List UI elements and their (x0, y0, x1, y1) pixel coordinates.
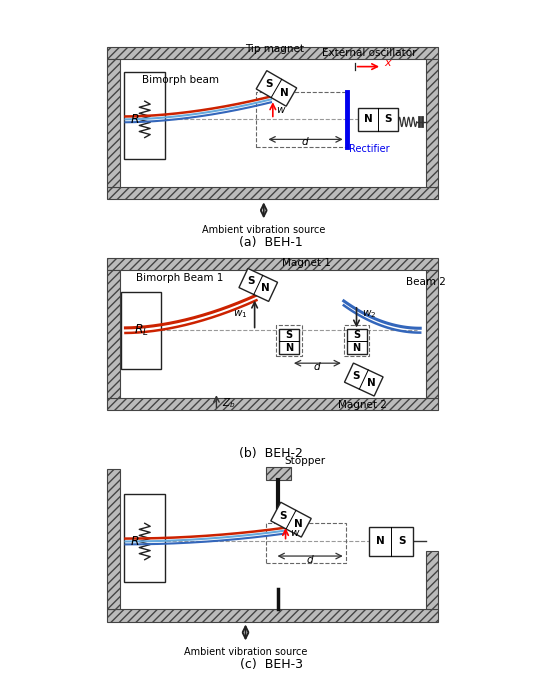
Text: $Z_b$: $Z_b$ (222, 397, 235, 410)
Text: Bimorph beam: Bimorph beam (141, 75, 218, 85)
Bar (124, 72, 165, 159)
Text: Ambient vibration source: Ambient vibration source (202, 225, 325, 235)
Bar (358, 107, 398, 131)
Bar (369, 527, 413, 556)
Bar (107, 187, 438, 199)
Text: External oscillator: External oscillator (322, 48, 416, 57)
Text: $x$: $x$ (384, 57, 393, 68)
Text: N: N (280, 88, 288, 98)
Polygon shape (271, 502, 311, 537)
Text: S: S (286, 330, 293, 340)
Bar (107, 46, 438, 60)
Text: (a)  BEH-1: (a) BEH-1 (239, 236, 303, 249)
Bar (279, 329, 299, 354)
Text: S: S (353, 371, 360, 381)
Text: N: N (364, 114, 373, 125)
Bar (107, 60, 120, 187)
Bar (107, 398, 438, 410)
Text: $w_2$: $w_2$ (362, 308, 376, 320)
Bar (344, 325, 369, 356)
Text: S: S (265, 79, 273, 89)
Text: $R$: $R$ (130, 113, 139, 126)
Text: (c)  BEH-3: (c) BEH-3 (240, 658, 302, 671)
Bar (107, 271, 120, 398)
Bar (124, 494, 165, 581)
Text: N: N (376, 536, 384, 547)
Bar (107, 257, 438, 271)
Text: Magnet 1: Magnet 1 (282, 258, 331, 268)
Text: $d$: $d$ (306, 553, 314, 565)
Bar (266, 467, 291, 480)
Bar (120, 468, 425, 609)
Bar (425, 271, 438, 398)
Text: Tip magnet: Tip magnet (245, 44, 304, 54)
Text: S: S (247, 277, 255, 286)
Text: $w_1$: $w_1$ (233, 308, 247, 320)
Text: Rectifier: Rectifier (349, 144, 390, 154)
Text: Magnet 2: Magnet 2 (338, 399, 386, 410)
Text: Beam 2: Beam 2 (405, 277, 446, 286)
Bar (256, 92, 347, 147)
Text: N: N (285, 343, 293, 353)
Text: $d$: $d$ (301, 135, 310, 147)
Bar (266, 523, 346, 563)
Text: S: S (353, 330, 360, 340)
Polygon shape (345, 363, 383, 396)
Polygon shape (256, 71, 296, 106)
Bar (120, 271, 425, 398)
Bar (107, 609, 438, 621)
Bar (107, 468, 120, 609)
Text: (b)  BEH-2: (b) BEH-2 (239, 447, 303, 460)
Text: N: N (294, 519, 303, 529)
Text: $w$: $w$ (276, 105, 287, 116)
Bar (121, 292, 161, 369)
Text: Bimorph Beam 1: Bimorph Beam 1 (137, 273, 224, 283)
Text: Ambient vibration source: Ambient vibration source (184, 647, 307, 657)
Bar (425, 60, 438, 187)
Bar (120, 60, 425, 187)
Bar (425, 551, 438, 609)
Text: S: S (385, 114, 392, 125)
Text: $d$: $d$ (313, 360, 322, 372)
Text: S: S (280, 511, 287, 520)
Text: S: S (398, 536, 406, 547)
Text: Stopper: Stopper (285, 457, 326, 466)
Bar (276, 325, 302, 356)
Text: N: N (367, 378, 376, 388)
Bar (346, 329, 366, 354)
Text: N: N (352, 343, 360, 353)
Text: $w$: $w$ (290, 529, 300, 538)
Text: N: N (261, 284, 270, 293)
Polygon shape (239, 268, 278, 302)
Text: $R_L$: $R_L$ (133, 323, 149, 338)
Text: $R$: $R$ (130, 535, 139, 548)
